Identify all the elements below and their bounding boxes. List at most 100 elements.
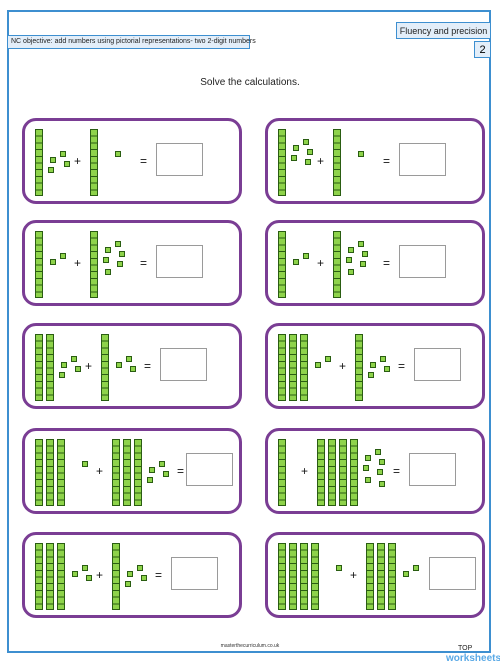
one-cube — [368, 372, 374, 378]
brand-logo: worksheets — [446, 653, 500, 664]
answer-box[interactable] — [399, 245, 446, 278]
problem-card: += — [265, 323, 485, 409]
ten-rod — [57, 543, 65, 610]
plus-sign: + — [339, 359, 347, 373]
one-cube — [126, 356, 132, 362]
ten-rod — [57, 439, 65, 506]
ten-rod — [35, 231, 43, 298]
equals-sign: = — [140, 256, 148, 270]
equals-sign: = — [383, 256, 391, 270]
one-cube — [346, 257, 352, 263]
one-cube — [105, 269, 111, 275]
ten-rod — [35, 439, 43, 506]
one-cube — [375, 449, 381, 455]
one-cube — [82, 461, 88, 467]
plus-sign: + — [350, 568, 358, 582]
problem-card: += — [22, 532, 242, 618]
plus-sign: + — [96, 568, 104, 582]
one-cube — [380, 356, 386, 362]
problem-card: += — [265, 118, 485, 204]
one-cube — [61, 362, 67, 368]
ten-rod — [112, 439, 120, 506]
one-cube — [119, 251, 125, 257]
one-cube — [377, 469, 383, 475]
one-cube — [336, 565, 342, 571]
ten-rod — [46, 334, 54, 401]
footer-url: masterthecurriculum.co.uk — [220, 643, 280, 649]
one-cube — [365, 455, 371, 461]
equals-sign: = — [398, 359, 406, 373]
answer-box[interactable] — [429, 557, 476, 590]
answer-box[interactable] — [399, 143, 446, 176]
one-cube — [50, 157, 56, 163]
one-cube — [379, 459, 385, 465]
ten-rod — [123, 439, 131, 506]
one-cube — [163, 471, 169, 477]
one-cube — [82, 565, 88, 571]
one-cube — [370, 362, 376, 368]
ten-rod — [278, 543, 286, 610]
ten-rod — [90, 231, 98, 298]
ten-rod — [46, 543, 54, 610]
one-cube — [291, 155, 297, 161]
ten-rod — [333, 231, 341, 298]
plus-sign: + — [96, 464, 104, 478]
one-cube — [50, 259, 56, 265]
objective-label: NC objective: add numbers using pictoria… — [7, 35, 256, 49]
ten-rod — [333, 129, 341, 196]
ten-rod — [317, 439, 325, 506]
ten-rod — [328, 439, 336, 506]
one-cube — [141, 575, 147, 581]
one-cube — [59, 372, 65, 378]
plus-sign: + — [74, 154, 82, 168]
one-cube — [384, 366, 390, 372]
one-cube — [358, 241, 364, 247]
one-cube — [379, 481, 385, 487]
ten-rod — [350, 439, 358, 506]
ten-rod — [289, 543, 297, 610]
page-title: Fluency and precision — [396, 22, 491, 39]
one-cube — [105, 247, 111, 253]
ten-rod — [278, 334, 286, 401]
one-cube — [360, 261, 366, 267]
problem-card: += — [265, 428, 485, 514]
one-cube — [307, 149, 313, 155]
one-cube — [325, 356, 331, 362]
ten-rod — [300, 543, 308, 610]
one-cube — [363, 465, 369, 471]
one-cube — [365, 477, 371, 483]
ten-rod — [112, 543, 120, 610]
answer-box[interactable] — [414, 348, 461, 381]
answer-box[interactable] — [409, 453, 456, 486]
answer-box[interactable] — [171, 557, 218, 590]
one-cube — [315, 362, 321, 368]
one-cube — [403, 571, 409, 577]
answer-box[interactable] — [156, 143, 203, 176]
equals-sign: = — [177, 464, 185, 478]
one-cube — [358, 151, 364, 157]
ten-rod — [46, 439, 54, 506]
equals-sign: = — [155, 568, 163, 582]
answer-box[interactable] — [160, 348, 207, 381]
one-cube — [115, 241, 121, 247]
page-number: 2 — [474, 41, 491, 58]
plus-sign: + — [74, 256, 82, 270]
ten-rod — [101, 334, 109, 401]
ten-rod — [134, 439, 142, 506]
brand-top-text: TOP — [458, 645, 473, 652]
equals-sign: = — [144, 359, 152, 373]
one-cube — [413, 565, 419, 571]
one-cube — [303, 253, 309, 259]
one-cube — [159, 461, 165, 467]
plus-sign: + — [85, 359, 93, 373]
answer-box[interactable] — [156, 245, 203, 278]
problem-card: += — [22, 428, 242, 514]
one-cube — [71, 356, 77, 362]
ten-rod — [289, 334, 297, 401]
ten-rod — [35, 129, 43, 196]
ten-rod — [278, 439, 286, 506]
page-frame — [7, 10, 491, 653]
answer-box[interactable] — [186, 453, 233, 486]
equals-sign: = — [140, 154, 148, 168]
instruction-text: Solve the calculations. — [200, 77, 300, 88]
